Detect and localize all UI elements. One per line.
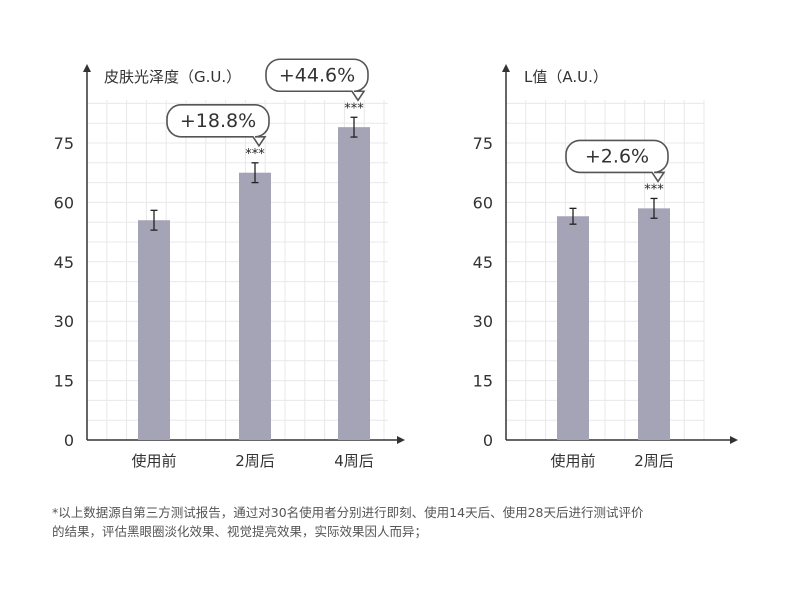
chart2-y-axis-arrow [502, 64, 510, 72]
chart1-callout-label-3: +44.6% [279, 64, 355, 86]
chart1-x-tick-label-3: 4周后 [334, 452, 374, 470]
chart2-y-tick-label: 0 [483, 431, 493, 450]
chart1-y-axis-title: 皮肤光泽度（G.U.） [104, 68, 241, 86]
chart1-y-tick-label: 15 [54, 372, 74, 391]
chart1-callout-label-2: +18.8% [180, 110, 256, 132]
chart1-callout-bubble-3 [265, 58, 369, 102]
chart2-y-tick-label: 75 [473, 134, 493, 153]
footnote: *以上数据源自第三方测试报告，通过对30名使用者分别进行即刻、使用14天后、使用… [52, 503, 752, 541]
chart2-x-tick-label-1: 使用前 [550, 452, 595, 470]
chart2-y-tick-label: 60 [473, 193, 493, 212]
chart2-y-tick-label: 45 [473, 253, 493, 272]
chart1-y-tick-label: 45 [54, 253, 74, 272]
chart2-y-tick-label: 15 [473, 372, 493, 391]
chart1-x-axis-arrow [397, 436, 405, 444]
chart2-y-tick-label: 30 [473, 312, 493, 331]
chart1-x-tick-label-1: 使用前 [131, 452, 176, 470]
footnote-line-2: 的结果，评估黑眼圈淡化效果、视觉提亮效果，实际效果因人而异； [52, 524, 428, 539]
chart1-callout-bubble-2 [166, 104, 270, 148]
chart1-significance-2: *** [245, 147, 265, 162]
chart2-x-tick-label-2: 2周后 [634, 452, 674, 470]
chart2-y-axis-title: L值（A.U.） [524, 68, 608, 86]
chart2-bar-1 [557, 216, 589, 440]
chart2-significance-2: *** [644, 182, 664, 197]
footnote-line-1: *以上数据源自第三方测试报告，通过对30名使用者分别进行即刻、使用14天后、使用… [52, 505, 644, 520]
chart1-bar-2 [239, 172, 271, 440]
chart1-y-tick-label: 60 [54, 193, 74, 212]
chart1-bar-3 [338, 127, 370, 440]
chart1-y-tick-label: 75 [54, 134, 74, 153]
chart2-x-axis-arrow [730, 436, 738, 444]
chart1-bar-1 [138, 220, 170, 440]
chart1-significance-3: *** [344, 101, 364, 116]
chart1-y-axis-arrow [83, 64, 91, 72]
chart2-callout-bubble-2 [565, 139, 669, 183]
chart1-y-tick-label: 30 [54, 312, 74, 331]
chart1-y-tick-label: 0 [64, 431, 74, 450]
chart2-bar-2 [638, 208, 670, 440]
chart2-callout-label-2: +2.6% [585, 145, 649, 167]
chart1-x-tick-label-2: 2周后 [235, 452, 275, 470]
chart-canvas: 皮肤光泽度（G.U.） 0 15 30 45 60 75 使用前 2周后 *** +18.8% 4周后… [54, 58, 738, 470]
